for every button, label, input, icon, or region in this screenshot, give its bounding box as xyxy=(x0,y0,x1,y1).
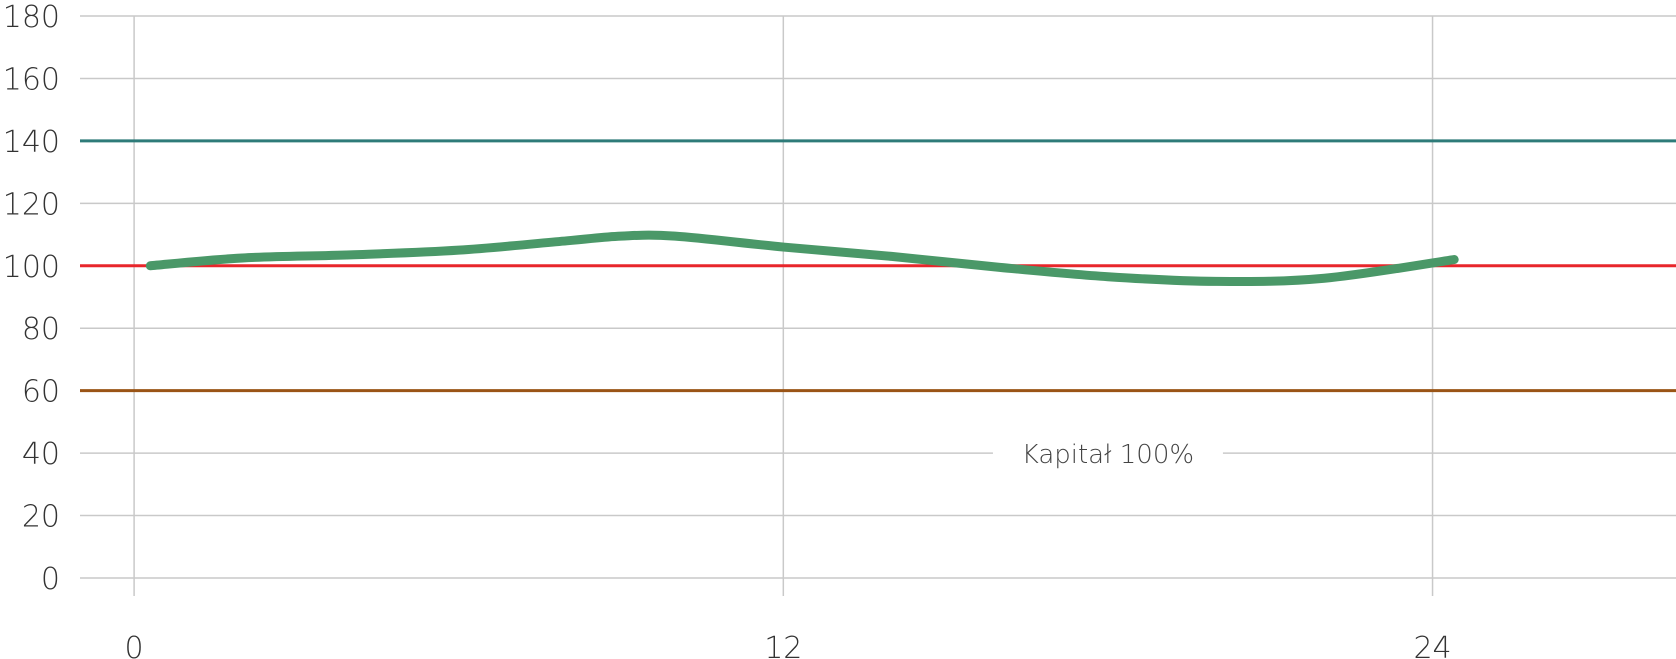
vertical-gridlines xyxy=(133,16,1434,596)
y-tick-label: 0 xyxy=(41,562,60,597)
y-tick-label: 40 xyxy=(22,437,60,472)
y-tick-label: 20 xyxy=(22,500,60,535)
annotation-background xyxy=(992,433,1223,474)
y-tick-label: 100 xyxy=(3,250,60,285)
y-tick-label: 160 xyxy=(3,62,60,97)
series-line xyxy=(145,230,1459,287)
y-tick-labels: 0 20 40 60 80 100 120 140 160 180 xyxy=(3,0,60,597)
x-tick-label: 24 xyxy=(1413,631,1451,659)
horizontal-gridlines xyxy=(80,15,1676,579)
x-tick-labels: 0 12 24 xyxy=(125,631,1452,659)
y-tick-label: 60 xyxy=(22,375,60,410)
annotations: Kapitał 100% xyxy=(992,433,1223,474)
y-tick-label: 120 xyxy=(3,187,60,222)
x-tick-label: 0 xyxy=(125,631,144,659)
series-lines xyxy=(145,230,1459,287)
annotation-label: Kapitał 100% xyxy=(1022,440,1194,470)
y-tick-label: 140 xyxy=(3,125,60,160)
x-tick-label: 12 xyxy=(764,631,802,659)
y-tick-label: 80 xyxy=(22,312,60,347)
y-tick-label: 180 xyxy=(3,0,60,35)
